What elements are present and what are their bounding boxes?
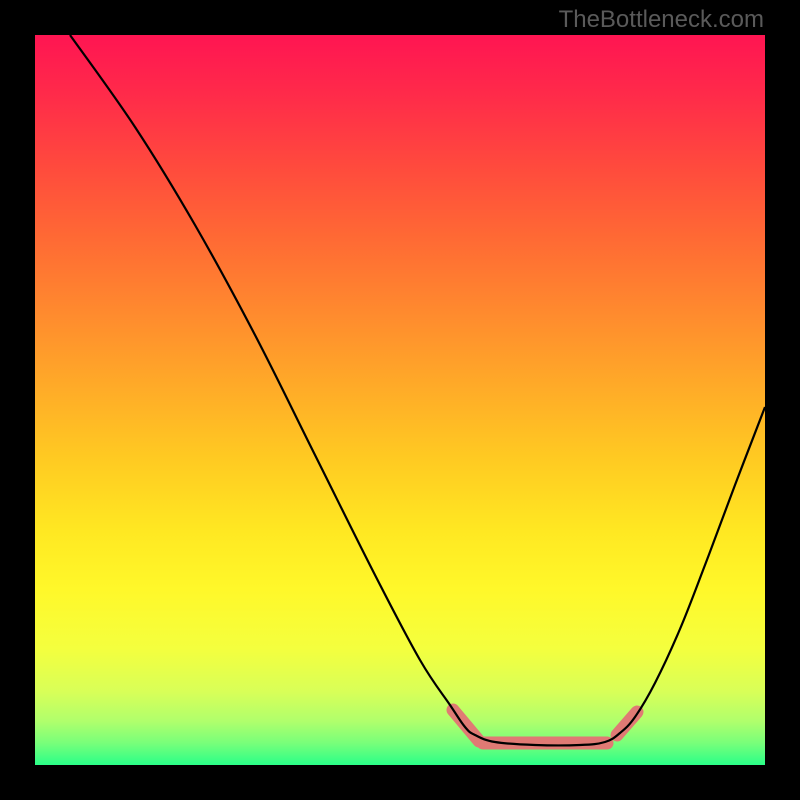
- watermark-text: TheBottleneck.com: [559, 6, 764, 34]
- plot-area: [35, 35, 765, 765]
- gradient-background: [35, 35, 765, 765]
- chart-container: TheBottleneck.com: [0, 0, 800, 800]
